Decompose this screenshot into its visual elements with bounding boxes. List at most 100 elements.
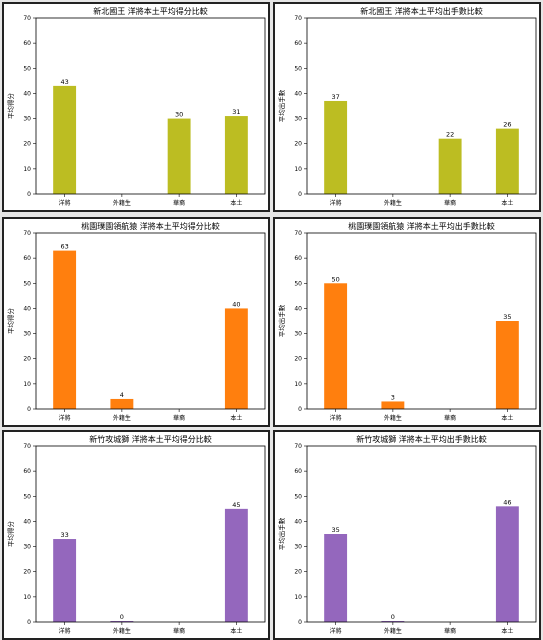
data-label: 45 [232, 501, 240, 509]
y-tick-label: 30 [294, 544, 302, 551]
y-tick-label: 20 [294, 569, 302, 576]
data-label: 37 [331, 93, 339, 101]
x-tick-label: 本土 [501, 627, 513, 635]
y-tick-label: 70 [294, 443, 302, 450]
x-tick-label: 華裔 [173, 414, 185, 422]
x-tick-label: 洋將 [59, 199, 71, 207]
plot-frame [306, 17, 537, 195]
y-tick-label: 40 [294, 305, 302, 312]
data-label: 22 [446, 131, 454, 139]
bar [224, 508, 248, 622]
y-axis-label: 平均得分 [6, 93, 15, 120]
chart-panel: 新北國王 洋將本土平均出手數比較 平均出手數 0 10 20 30 40 50 60 70 37 洋將… [273, 2, 541, 212]
y-axis-label: 平均得分 [6, 308, 15, 335]
y-tick-label: 30 [294, 116, 302, 123]
x-tick-label: 華裔 [444, 414, 456, 422]
y-tick-label: 20 [23, 141, 31, 148]
x-tick-label: 華裔 [173, 627, 185, 635]
y-tick-label: 10 [294, 166, 302, 173]
y-tick-label: 70 [23, 230, 31, 237]
y-tick-label: 70 [23, 443, 31, 450]
x-tick-label: 外籍生 [113, 199, 131, 207]
x-tick-label: 外籍生 [113, 627, 131, 635]
y-tick-label: 70 [294, 15, 302, 22]
data-label: 43 [60, 78, 68, 86]
y-tick-label: 10 [23, 166, 31, 173]
y-tick-label: 0 [27, 406, 31, 413]
bar [110, 398, 134, 409]
y-tick-label: 70 [23, 15, 31, 22]
x-tick-label: 華裔 [444, 199, 456, 207]
y-tick-label: 60 [23, 468, 31, 475]
chart-panel: 新北國王 洋將本土平均得分比較 平均得分 0 10 20 30 40 50 60 70 43 洋將 外籍… [2, 2, 270, 212]
y-tick-label: 0 [27, 191, 31, 198]
chart-title: 新北國王 洋將本土平均出手數比較 [360, 6, 483, 16]
chart-title: 桃園璞園領航猿 洋將本土平均得分比較 [81, 221, 220, 231]
y-tick-label: 50 [23, 65, 31, 72]
bar [324, 534, 348, 622]
data-label: 0 [120, 613, 124, 621]
y-tick-label: 40 [294, 90, 302, 97]
data-label: 0 [391, 613, 395, 621]
y-axis-label: 平均出手數 [277, 517, 286, 550]
y-tick-label: 40 [23, 518, 31, 525]
x-tick-label: 本土 [501, 414, 513, 422]
data-label: 3 [391, 393, 395, 401]
data-label: 33 [60, 531, 68, 539]
x-tick-label: 華裔 [173, 199, 185, 207]
data-label: 30 [175, 111, 183, 119]
y-tick-label: 50 [23, 493, 31, 500]
data-label: 46 [503, 498, 511, 506]
bar [324, 283, 348, 409]
y-tick-label: 50 [294, 65, 302, 72]
y-tick-label: 10 [294, 594, 302, 601]
y-tick-label: 0 [27, 619, 31, 626]
bar [438, 138, 462, 194]
data-label: 26 [503, 121, 511, 129]
plot-frame [35, 17, 266, 195]
y-tick-label: 20 [23, 569, 31, 576]
x-tick-label: 洋將 [59, 627, 71, 635]
x-tick-label: 外籍生 [384, 627, 402, 635]
y-tick-label: 30 [23, 116, 31, 123]
chart-title: 新北國王 洋將本土平均得分比較 [93, 6, 208, 16]
chart-panel: 桃園璞園領航猿 洋將本土平均出手數比較 平均出手數 0 10 20 30 40 50 60 70 5… [273, 217, 541, 427]
data-label: 63 [60, 243, 68, 251]
y-tick-label: 70 [294, 230, 302, 237]
chart-title: 桃園璞園領航猿 洋將本土平均出手數比較 [348, 221, 495, 231]
bar [53, 539, 77, 622]
y-tick-label: 50 [23, 280, 31, 287]
y-tick-label: 50 [294, 493, 302, 500]
y-tick-label: 30 [23, 544, 31, 551]
data-label: 35 [331, 526, 339, 534]
bar [324, 100, 348, 194]
bar [167, 118, 191, 194]
data-label: 4 [120, 391, 124, 399]
y-axis-label: 平均出手數 [277, 89, 286, 122]
y-axis-label: 平均得分 [6, 521, 15, 548]
y-tick-label: 20 [23, 356, 31, 363]
x-tick-label: 洋將 [59, 414, 71, 422]
chart-panel: 新竹攻城獅 洋將本土平均出手數比較 平均出手數 0 10 20 30 40 50 60 70 35 洋… [273, 430, 541, 640]
y-tick-label: 30 [23, 331, 31, 338]
x-tick-label: 外籍生 [384, 414, 402, 422]
y-tick-label: 60 [294, 468, 302, 475]
bar [495, 128, 519, 194]
x-tick-label: 本土 [230, 199, 242, 207]
x-tick-label: 洋將 [330, 414, 342, 422]
data-label: 31 [232, 108, 240, 116]
bar [495, 506, 519, 622]
plot-frame [306, 445, 537, 623]
x-tick-label: 外籍生 [384, 199, 402, 207]
x-tick-label: 洋將 [330, 627, 342, 635]
y-tick-label: 40 [23, 90, 31, 97]
y-tick-label: 40 [23, 305, 31, 312]
plot-frame [35, 232, 266, 410]
y-tick-label: 10 [23, 381, 31, 388]
data-label: 40 [232, 300, 240, 308]
y-tick-label: 30 [294, 331, 302, 338]
